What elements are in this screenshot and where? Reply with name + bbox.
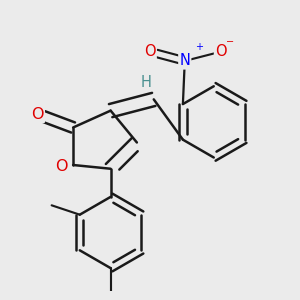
Text: −: −: [226, 37, 234, 47]
Text: O: O: [31, 107, 44, 122]
Text: O: O: [144, 44, 156, 59]
Text: +: +: [195, 42, 203, 52]
Text: H: H: [141, 75, 152, 90]
Text: O: O: [215, 44, 226, 59]
Text: O: O: [56, 159, 68, 174]
Text: N: N: [179, 53, 190, 68]
